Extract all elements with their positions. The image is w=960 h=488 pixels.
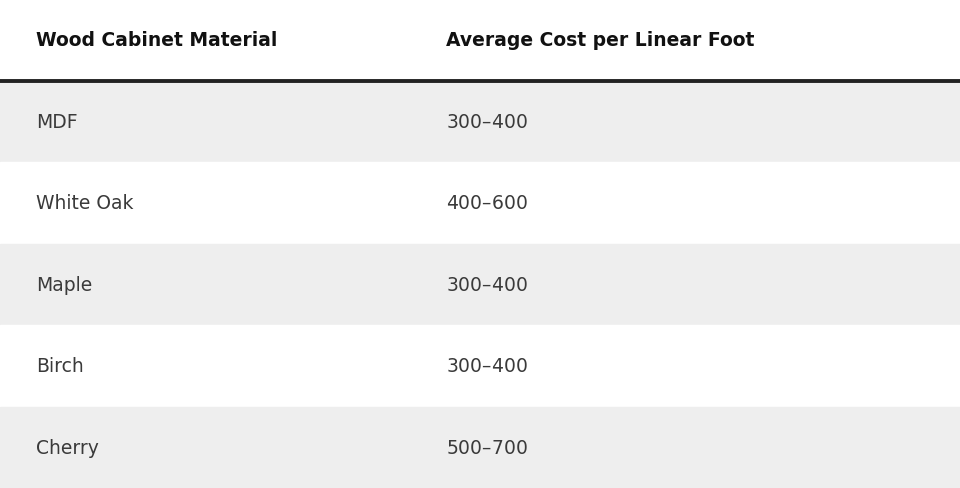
Text: Average Cost per Linear Foot: Average Cost per Linear Foot [446, 31, 755, 49]
Text: $500–$700: $500–$700 [446, 438, 528, 457]
Text: $400–$600: $400–$600 [446, 194, 528, 213]
Text: Cherry: Cherry [36, 438, 99, 457]
Text: MDF: MDF [36, 113, 78, 132]
Text: Maple: Maple [36, 275, 93, 294]
Text: Wood Cabinet Material: Wood Cabinet Material [36, 31, 277, 49]
Text: $300–$400: $300–$400 [446, 113, 528, 132]
Text: White Oak: White Oak [36, 194, 134, 213]
Text: Birch: Birch [36, 357, 84, 376]
Text: $300–$400: $300–$400 [446, 357, 528, 376]
Text: $300–$400: $300–$400 [446, 275, 528, 294]
